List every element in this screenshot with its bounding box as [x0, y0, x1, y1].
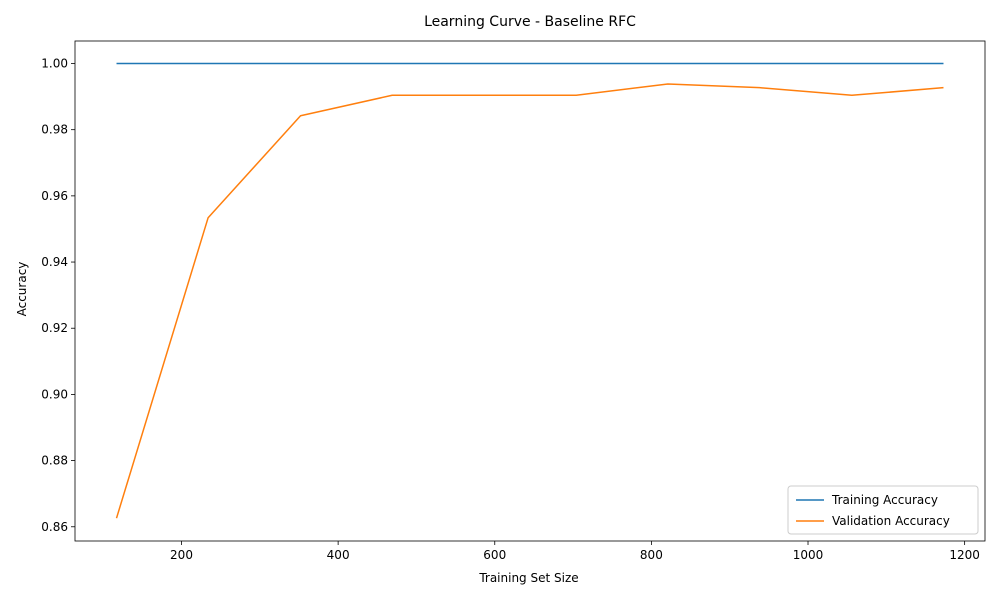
- plot-area: [74, 40, 986, 542]
- chart-title: Learning Curve - Baseline RFC: [424, 14, 636, 30]
- y-axis-ticks: 0.86 0.88 0.90 0.92 0.94 0.96 0.98 1.00: [41, 57, 75, 534]
- y-tick-label: 0.94: [41, 255, 68, 269]
- x-tick-label: 800: [640, 548, 663, 562]
- x-tick-label: 600: [483, 548, 506, 562]
- x-axis-label: Training Set Size: [478, 571, 578, 585]
- plot-frame: [74, 40, 986, 542]
- legend: Training Accuracy Validation Accuracy: [787, 485, 979, 535]
- x-tick-label: 200: [170, 548, 193, 562]
- x-tick-label: 1200: [949, 548, 980, 562]
- y-tick-label: 0.96: [41, 189, 68, 203]
- legend-box: [787, 485, 979, 535]
- series-layer: [115, 62, 944, 519]
- y-tick-label: 0.90: [41, 387, 68, 401]
- y-tick-label: 0.88: [41, 454, 68, 468]
- legend-entry-label: Validation Accuracy: [832, 514, 950, 528]
- x-tick-label: 1000: [793, 548, 824, 562]
- y-tick-label: 1.00: [41, 57, 68, 71]
- y-axis-label: Accuracy: [15, 262, 29, 317]
- x-axis-ticks: 200 400 600 800 1000 1200: [170, 541, 980, 562]
- legend-entry-label: Training Accuracy: [831, 493, 938, 507]
- y-tick-label: 0.86: [41, 520, 68, 534]
- y-tick-label: 0.92: [41, 321, 68, 335]
- validation-accuracy-line: [115, 83, 944, 519]
- y-tick-label: 0.98: [41, 123, 68, 137]
- x-tick-label: 400: [327, 548, 350, 562]
